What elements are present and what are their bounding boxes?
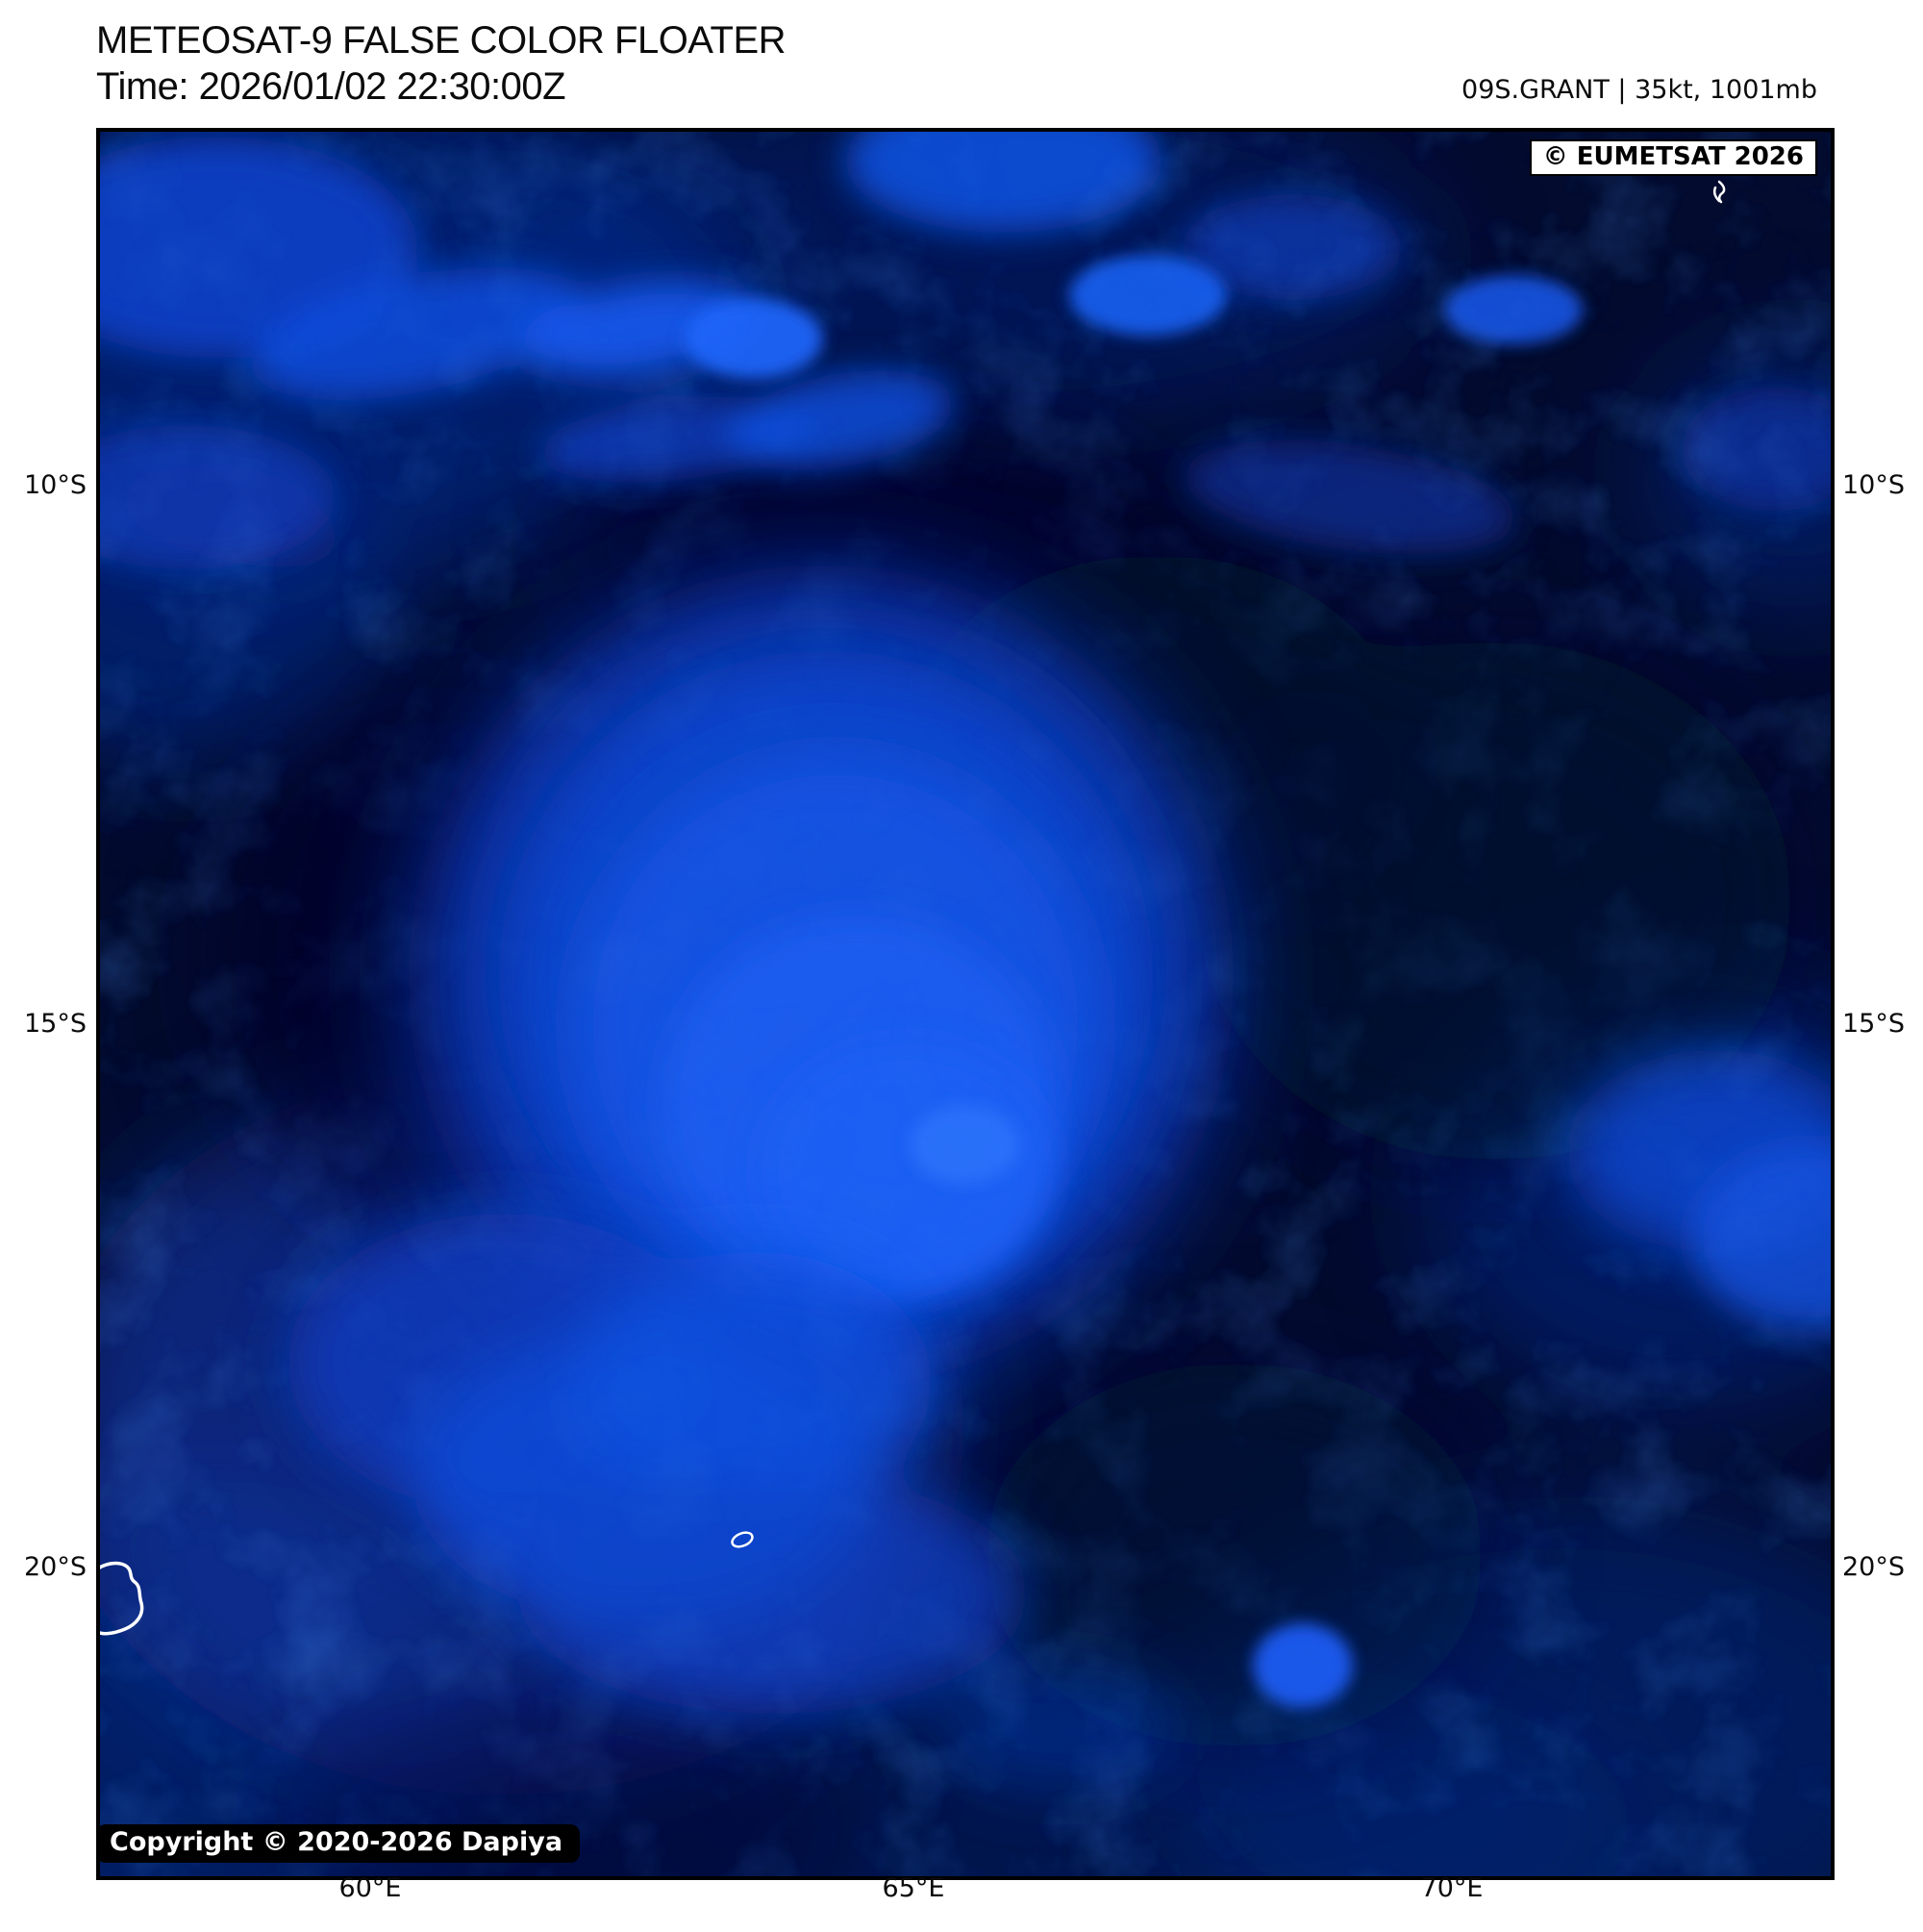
satellite-cloud-scene <box>100 132 1831 1876</box>
lon-tick-60e: 60°E <box>338 1873 402 1903</box>
mauritius-coastline <box>100 1561 144 1636</box>
eumetsat-credit-badge: © EUMETSAT 2026 <box>1529 139 1817 176</box>
lon-tick-65e: 65°E <box>882 1873 945 1903</box>
lat-tick-left-10s: 10°S <box>24 470 87 500</box>
cloud-noise-overlay <box>100 132 1831 1876</box>
lat-tick-right-10s: 10°S <box>1842 470 1905 500</box>
page-title: METEOSAT-9 FALSE COLOR FLOATER <box>96 19 787 62</box>
lon-tick-70e: 70°E <box>1420 1873 1484 1903</box>
lat-tick-left-20s: 20°S <box>24 1552 87 1582</box>
dapiya-copyright-badge: Copyright © 2020-2026 Dapiya <box>100 1824 581 1863</box>
small-island-outline <box>731 1531 754 1548</box>
tiny-island-squiggle <box>1712 180 1726 204</box>
timestamp-label: Time: 2026/01/02 22:30:00Z <box>96 65 566 108</box>
lat-tick-right-15s: 15°S <box>1842 1009 1905 1039</box>
storm-status-label: 09S.GRANT | 35kt, 1001mb <box>1461 75 1817 105</box>
coastlines <box>100 180 1726 1636</box>
lat-tick-right-20s: 20°S <box>1842 1552 1905 1582</box>
satellite-image: © EUMETSAT 2026 Copyright © 2020-2026 Da… <box>96 128 1835 1880</box>
lat-tick-left-15s: 15°S <box>24 1009 87 1039</box>
